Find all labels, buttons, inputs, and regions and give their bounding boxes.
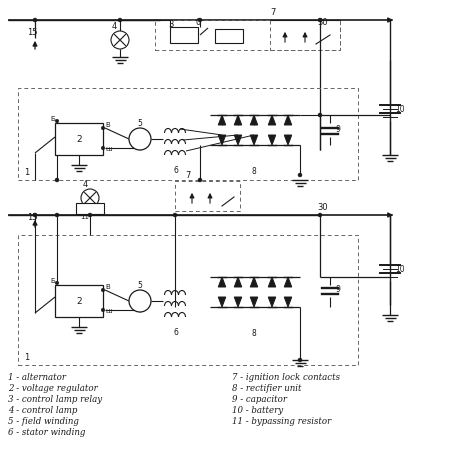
Bar [215, 29, 243, 43]
Circle shape [198, 178, 202, 182]
Circle shape [81, 189, 99, 207]
Circle shape [318, 18, 322, 22]
Circle shape [298, 358, 302, 362]
Text: 2 - voltage regulator: 2 - voltage regulator [8, 384, 98, 393]
Polygon shape [268, 297, 276, 307]
Circle shape [55, 178, 59, 182]
Circle shape [101, 126, 105, 130]
Circle shape [55, 119, 59, 123]
Circle shape [101, 146, 105, 150]
Text: 8 - rectifier unit: 8 - rectifier unit [232, 384, 302, 393]
Text: 15: 15 [27, 213, 37, 222]
Polygon shape [250, 297, 258, 307]
Circle shape [111, 31, 129, 49]
Polygon shape [234, 297, 242, 307]
Bar [270, 20, 340, 50]
Circle shape [55, 281, 59, 285]
Polygon shape [218, 135, 226, 145]
Text: В: В [105, 284, 110, 290]
Polygon shape [250, 115, 258, 125]
Circle shape [88, 213, 92, 217]
Bar [170, 27, 198, 43]
Polygon shape [234, 277, 242, 287]
Circle shape [129, 290, 151, 312]
Text: 2: 2 [76, 297, 82, 306]
Text: 6: 6 [173, 328, 178, 337]
Polygon shape [284, 115, 292, 125]
Circle shape [101, 288, 105, 292]
Polygon shape [284, 277, 292, 287]
Polygon shape [268, 277, 276, 287]
Text: 0: 0 [196, 18, 201, 27]
Polygon shape [218, 115, 226, 125]
Text: В: В [105, 122, 110, 128]
Circle shape [129, 128, 151, 150]
Text: 4: 4 [112, 22, 117, 31]
Text: 7: 7 [270, 8, 275, 17]
Polygon shape [234, 135, 242, 145]
Text: Б: Б [50, 116, 55, 122]
Polygon shape [218, 277, 226, 287]
Text: 7: 7 [185, 171, 190, 180]
Text: 5: 5 [137, 281, 142, 290]
Polygon shape [250, 135, 258, 145]
Text: 10: 10 [395, 105, 405, 114]
Text: 15: 15 [27, 28, 37, 37]
Text: 11: 11 [80, 214, 89, 220]
Polygon shape [284, 297, 292, 307]
Circle shape [55, 213, 59, 217]
Circle shape [33, 18, 37, 22]
Polygon shape [218, 297, 226, 307]
Text: Б: Б [50, 278, 55, 284]
Circle shape [173, 213, 177, 217]
Circle shape [118, 18, 122, 22]
Bar [55, 123, 103, 155]
Text: 9 - capacitor: 9 - capacitor [232, 395, 287, 404]
Bar [76, 203, 104, 214]
Text: 3 - control lamp relay: 3 - control lamp relay [8, 395, 102, 404]
Polygon shape [234, 115, 242, 125]
Bar [55, 285, 103, 317]
Polygon shape [250, 277, 258, 287]
Text: 1: 1 [24, 168, 29, 177]
Text: 4 - control lamp: 4 - control lamp [8, 406, 77, 415]
Bar [155, 20, 340, 50]
Circle shape [33, 213, 37, 217]
Text: 1: 1 [24, 353, 29, 362]
Text: 2: 2 [76, 135, 82, 144]
Bar [175, 181, 240, 211]
Text: 9: 9 [335, 126, 340, 135]
Text: 30: 30 [317, 18, 328, 27]
Circle shape [318, 113, 322, 117]
Text: 3: 3 [168, 20, 173, 29]
Text: 8: 8 [252, 329, 257, 338]
Text: 30: 30 [317, 203, 328, 212]
Circle shape [318, 213, 322, 217]
Text: Ш: Ш [105, 147, 112, 152]
Text: 11 - bypassing resistor: 11 - bypassing resistor [232, 417, 331, 426]
Polygon shape [268, 115, 276, 125]
Text: 10 - battery: 10 - battery [232, 406, 283, 415]
Text: Ш: Ш [105, 309, 112, 314]
Polygon shape [268, 135, 276, 145]
Circle shape [198, 18, 202, 22]
Circle shape [101, 308, 105, 312]
Text: 5 - field winding: 5 - field winding [8, 417, 79, 426]
Bar [18, 88, 358, 180]
Circle shape [298, 173, 302, 177]
Text: 1 - alternator: 1 - alternator [8, 373, 66, 382]
Text: 4: 4 [83, 180, 88, 189]
Text: 9: 9 [335, 285, 340, 294]
Bar [18, 235, 358, 365]
Text: 5: 5 [137, 119, 142, 128]
Text: 6: 6 [173, 166, 178, 175]
Polygon shape [284, 135, 292, 145]
Text: 8: 8 [252, 167, 257, 176]
Text: 10: 10 [395, 266, 405, 274]
Text: 6 - stator winding: 6 - stator winding [8, 428, 86, 437]
Text: 7 - ignition lock contacts: 7 - ignition lock contacts [232, 373, 340, 382]
